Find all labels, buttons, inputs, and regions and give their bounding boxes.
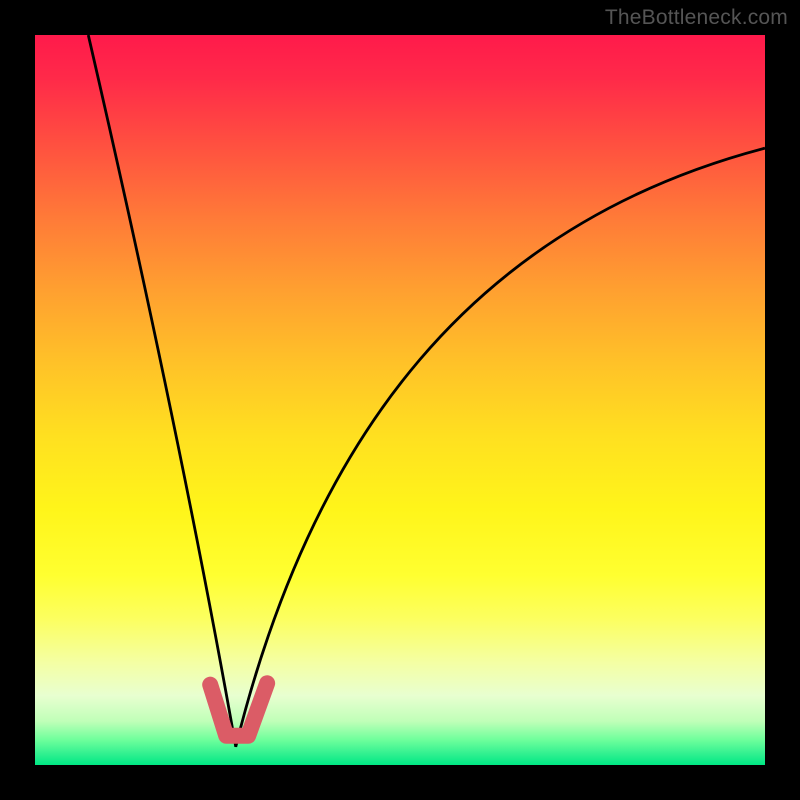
watermark-text: TheBottleneck.com xyxy=(605,6,788,30)
chart-plot-area xyxy=(35,35,765,765)
trough-highlight xyxy=(210,683,267,736)
v-curve-line xyxy=(88,35,765,747)
chart-curves xyxy=(35,35,765,765)
